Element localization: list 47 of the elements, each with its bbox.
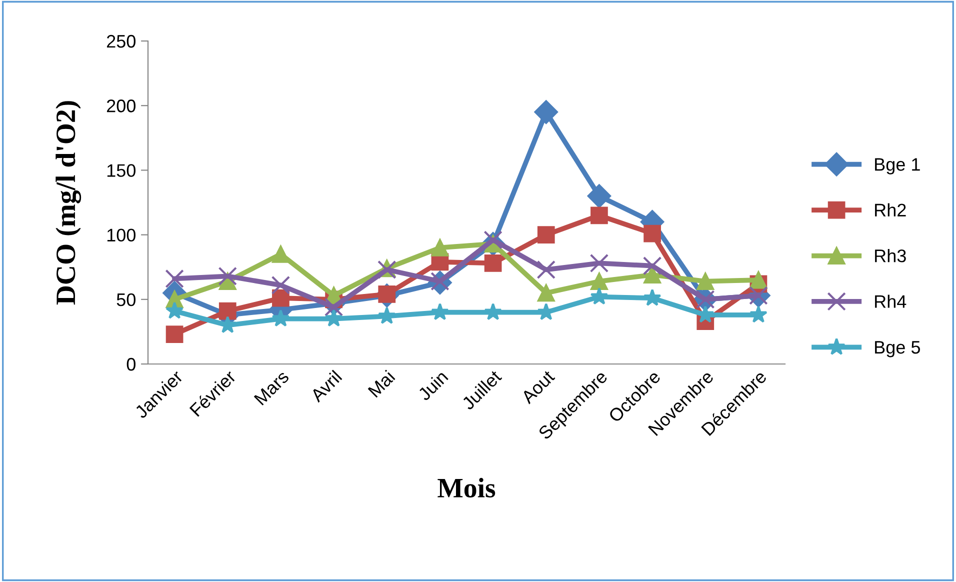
x-tick-label: Mai [367,370,396,398]
point [749,306,768,323]
point [590,287,608,305]
point [166,326,184,343]
x-axis-title: Mois [438,478,496,498]
point [430,302,449,320]
point [431,239,449,256]
y-axis-title: DCO (mg/l d'O2) [56,101,82,305]
point [537,226,555,244]
legend-label: Rh3 [875,248,906,262]
y-tick-label: 0 [126,358,136,371]
point [378,306,396,324]
y-tick-label: 200 [106,100,136,112]
point [537,284,555,302]
legend-label: Rh4 [875,294,906,308]
point [534,100,558,124]
point [642,256,662,276]
point [643,288,662,306]
point [484,254,502,272]
point [644,224,661,242]
point [590,254,609,273]
point [644,266,661,284]
legend-label: Bge 1 [875,158,920,174]
y-tick-label: 150 [107,164,136,177]
point [272,309,290,327]
y-tick-label: 50 [116,293,136,306]
legend-label: Rh2 [875,203,906,216]
point [324,298,344,317]
point [272,245,290,263]
y-tick-label: 250 [106,34,136,48]
point [484,302,502,320]
point [218,302,236,320]
point [536,260,556,280]
point [165,269,184,288]
point [272,289,290,307]
legend-label: Bge 5 [875,341,920,358]
y-tick-label: 100 [107,228,136,242]
point [324,309,343,327]
point [590,206,608,224]
point [750,271,768,289]
point [166,302,184,319]
point [587,184,612,208]
point [218,266,238,286]
point [696,272,714,290]
point [271,276,290,295]
x-tick-label: Juin [416,370,449,402]
point [590,272,608,290]
